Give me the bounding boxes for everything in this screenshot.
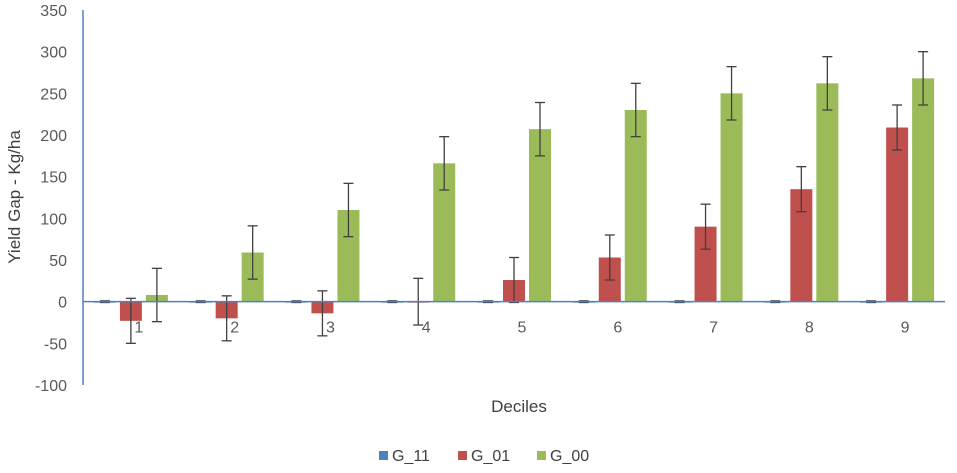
bar-g00-3: [337, 210, 360, 302]
bar-g01-9: [886, 127, 909, 302]
legend-label: G_11: [392, 448, 430, 465]
y-tick-label: 300: [40, 45, 67, 62]
bar-g01-7: [694, 226, 717, 302]
y-tick-label: 350: [40, 3, 67, 20]
bar-g00-8: [816, 83, 839, 302]
bar-g01-8: [790, 189, 813, 302]
x-tick-label: 2: [230, 320, 239, 337]
bar-g00-6: [624, 110, 647, 302]
legend-swatch: [379, 451, 388, 460]
x-tick-label: 4: [422, 320, 431, 337]
y-tick-label: 200: [40, 128, 67, 145]
y-tick-label: 0: [58, 295, 67, 312]
x-tick-label: 6: [613, 320, 622, 337]
x-tick-label: 3: [326, 320, 335, 337]
y-axis-title: Yield Gap - Kg/ha: [5, 130, 24, 264]
y-tick-label: -50: [44, 336, 67, 353]
x-tick-label: 1: [134, 320, 143, 337]
y-tick-label: 250: [40, 86, 67, 103]
x-tick-label: 9: [901, 320, 910, 337]
y-tick-label: 150: [40, 170, 67, 187]
legend-label: G_00: [550, 448, 589, 465]
x-tick-label: 5: [518, 320, 527, 337]
bar-g00-5: [529, 129, 551, 302]
y-tick-label: 50: [49, 253, 67, 270]
bar-g00-9: [912, 78, 935, 302]
x-tick-label: 8: [805, 320, 814, 337]
legend: G_11 G_01 G_00: [379, 448, 589, 465]
bar-g00-4: [433, 163, 456, 302]
legend-swatch: [458, 451, 467, 460]
bar-g00-7: [720, 93, 743, 302]
x-tick-label: 7: [709, 320, 718, 337]
x-axis-title: Deciles: [491, 397, 547, 416]
legend-swatch: [537, 451, 546, 460]
y-tick-label: -100: [35, 378, 67, 395]
legend-label: G_01: [471, 448, 510, 465]
plot-area: -100 -50 0 50 100 150 200 250 300 350 1 2 3 4 5 6 7 8 9: [35, 3, 945, 395]
y-tick-label: 100: [40, 211, 67, 228]
